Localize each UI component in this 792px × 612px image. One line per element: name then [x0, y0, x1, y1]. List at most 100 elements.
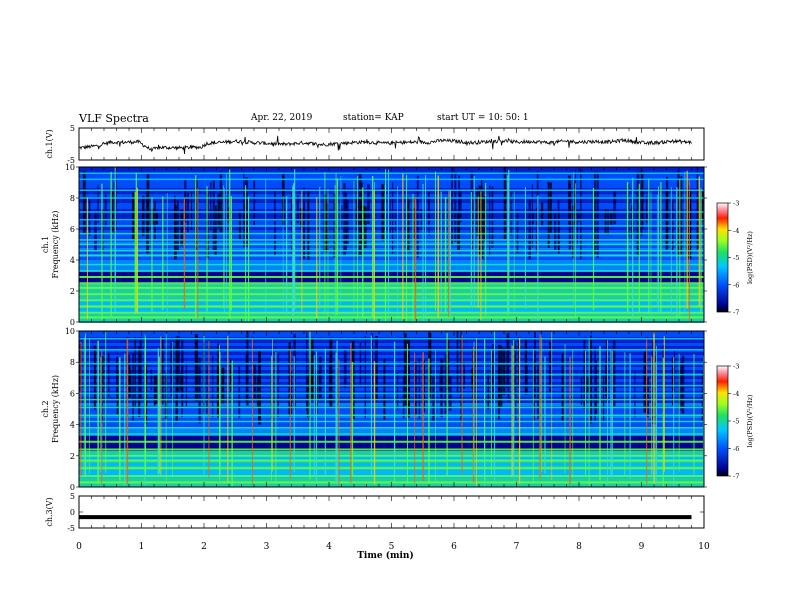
xtick-label: 4 — [326, 542, 332, 552]
ch1-spectrogram-texture-row — [79, 302, 704, 305]
ch1-spectrogram-ytick-label: 4 — [70, 256, 75, 265]
xtick-label: 2 — [201, 542, 207, 552]
ch1-spectrogram-colorbar-tick-label: -7 — [733, 309, 739, 317]
xtick-label: 9 — [639, 542, 645, 552]
ch1-spectrogram-colorbar — [716, 202, 729, 313]
ch1-spectrogram-texture-row — [79, 296, 704, 299]
ch1-spectrogram-texture-row — [79, 191, 704, 194]
ch2-spectrogram-texture-row — [79, 439, 704, 442]
ch2-spectrogram-colorbar — [716, 365, 729, 477]
ch1-waveform-ytick-label: -5 — [67, 156, 75, 165]
ch2-spectrogram-ylabel-frequency: Frequency (kHz) — [51, 375, 60, 443]
ch2-spectrogram-texture-row — [79, 424, 704, 427]
ch1-spectrogram-texture-row — [79, 245, 704, 248]
ch2-spectrogram-texture-row — [79, 352, 704, 355]
ch1-spectrogram-texture-row — [79, 185, 704, 188]
ch2-spectrogram-texture-row — [79, 436, 704, 439]
ch2-spectrogram-texture-row — [79, 421, 704, 424]
ch1-spectrogram-texture-row — [79, 308, 704, 311]
ch1-spectrogram-colorbar-tick-label: -5 — [733, 254, 739, 262]
ch3-waveform-ytick-label: 0 — [70, 508, 75, 517]
station-label: station= KAP — [343, 113, 404, 123]
xtick-label: 1 — [139, 542, 145, 552]
ch2-spectrogram-texture-row — [79, 469, 704, 472]
ch3-waveform-ylabel: ch.3(V) — [45, 497, 54, 526]
ch1-waveform-series-line — [79, 135, 692, 155]
ch1-spectrogram-texture-row — [79, 242, 704, 245]
ch2-spectrogram-texture-row — [79, 463, 704, 466]
ch2-spectrogram-texture-row — [79, 478, 704, 481]
figure-title: VLF Spectra — [79, 112, 149, 125]
xtick-label: 0 — [76, 542, 82, 552]
ch1-spectrogram-texture-row — [79, 206, 704, 209]
ch2-spectrogram-texture-row — [79, 445, 704, 448]
ch1-spectrogram-texture-row — [79, 212, 704, 215]
ch1-spectrogram-ytick-label: 8 — [70, 194, 75, 203]
ch1-spectrogram-ytick-label: 2 — [70, 287, 75, 296]
ch1-spectrogram-texture-row — [79, 236, 704, 239]
ch2-spectrogram-ytick-label: 4 — [70, 421, 75, 430]
ch2-spectrogram-texture-row — [79, 382, 704, 385]
ch2-spectrogram-texture-row — [79, 442, 704, 445]
ch1-spectrogram-texture-row — [79, 221, 704, 224]
ch2-spectrogram-texture-row — [79, 451, 704, 454]
ch1-spectrogram-texture-row — [79, 314, 704, 317]
ch1-spectrogram-ylabel-frequency: Frequency (kHz) — [51, 210, 60, 278]
ch2-spectrogram-texture-row — [79, 340, 704, 343]
ch1-spectrogram-colorbar-tick-label: -3 — [733, 200, 739, 208]
ch2-spectrogram-texture-row — [79, 457, 704, 460]
ch1-waveform-ylabel: ch.1(V) — [45, 129, 54, 158]
ch2-spectrogram-colorbar-tick-label: -4 — [733, 390, 739, 398]
ch1-spectrogram-texture-row — [79, 272, 704, 275]
ch2-spectrogram-colorbar-tick-label: -6 — [733, 445, 739, 453]
ch1-spectrogram-texture-row — [79, 227, 704, 230]
ch2-spectrogram-texture-row — [79, 400, 704, 403]
xtick-label: 7 — [514, 542, 520, 552]
ch1-spectrogram-ytick-label: 10 — [65, 163, 75, 172]
ch2-spectrogram-ytick-label: 6 — [70, 389, 75, 398]
ch1-spectrogram-texture-row — [79, 173, 704, 176]
ch1-spectrogram-texture-row — [79, 290, 704, 293]
ch2-spectrogram-texture-row — [79, 409, 704, 412]
ch2-spectrogram-texture-row — [79, 364, 704, 367]
ch2-spectrogram-texture-row — [79, 472, 704, 475]
ch1-spectrogram-texture-row — [79, 257, 704, 260]
ch1-spectrogram-texture-row — [79, 194, 704, 197]
ch2-spectrogram-texture-row — [79, 358, 704, 361]
ch2-spectrogram-texture-row — [79, 460, 704, 463]
ch2-spectrogram-colorbar-tick-label: -3 — [733, 363, 739, 371]
xtick-label: 5 — [389, 542, 395, 552]
ch2-spectrogram-ylabel-channel: ch.2 — [41, 400, 50, 417]
ch1-spectrogram-colorbar-tick-label: -6 — [733, 281, 739, 289]
ch1-spectrogram-texture-row — [79, 176, 704, 179]
ch1-spectrogram-ytick-label: 0 — [70, 318, 75, 327]
ch1-spectrogram-texture-row — [79, 215, 704, 218]
ch2-spectrogram-ytick-label: 2 — [70, 452, 75, 461]
ch1-spectrogram-texture-row — [79, 260, 704, 263]
date-label: Apr. 22, 2019 — [251, 113, 313, 123]
ch2-spectrogram-ytick-label: 10 — [65, 327, 75, 336]
ch1-spectrogram-texture-row — [79, 278, 704, 281]
ch2-spectrogram-texture-row — [79, 370, 704, 373]
ch2-spectrogram-texture-row — [79, 361, 704, 364]
ch2-spectrogram-colorbar-tick-label: -5 — [733, 418, 739, 426]
ch1-spectrogram-texture-row — [79, 233, 704, 236]
ch2-spectrogram-texture-row — [79, 379, 704, 382]
ch1-spectrogram-texture-row — [79, 284, 704, 287]
ch1-spectrogram-texture-row — [79, 179, 704, 182]
ch2-spectrogram-texture-row — [79, 427, 704, 430]
ch3-waveform-ytick-label: -5 — [67, 524, 75, 533]
ch1-spectrogram-texture-row — [79, 251, 704, 254]
ch2-spectrogram-texture-row — [79, 367, 704, 370]
ch2-spectrogram-texture-row — [79, 346, 704, 349]
ch2-spectrogram-texture-row — [79, 391, 704, 394]
ch2-spectrogram-texture-row — [79, 394, 704, 397]
ch3-waveform-ytick-label: 5 — [70, 492, 75, 501]
ch1-spectrogram-texture-row — [79, 182, 704, 185]
ch1-spectrogram-texture-row — [79, 209, 704, 212]
ch1-spectrogram-texture-row — [79, 230, 704, 233]
ch1-waveform-frame — [78, 127, 705, 161]
ch2-spectrogram-texture-row — [79, 349, 704, 352]
